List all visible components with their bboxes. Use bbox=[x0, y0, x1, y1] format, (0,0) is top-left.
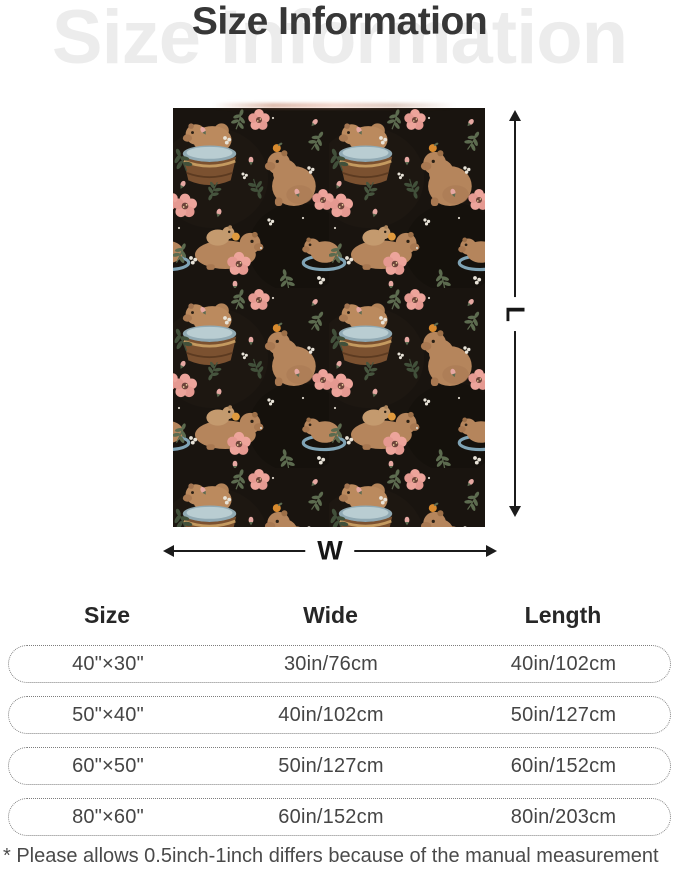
table-cell-length: 80in/203cm bbox=[510, 805, 617, 828]
width-arrow: W bbox=[163, 537, 497, 565]
table-cell-wide: 30in/76cm bbox=[283, 652, 379, 675]
arrow-left-icon bbox=[163, 545, 174, 557]
arrow-down-icon bbox=[508, 506, 521, 517]
blanket-product-image bbox=[173, 108, 485, 527]
page-title: Size Information bbox=[191, 0, 488, 43]
table-cell-length: 60in/152cm bbox=[510, 754, 617, 777]
measurement-disclaimer: * Please allows 0.5inch-1inch differs be… bbox=[3, 845, 659, 867]
table-cell-size: 60"×50" bbox=[72, 754, 144, 777]
table-cell-length: 50in/127cm bbox=[510, 703, 617, 726]
table-cell-wide: 60in/152cm bbox=[278, 805, 384, 828]
table-cell-wide: 40in/102cm bbox=[278, 703, 384, 726]
length-label: L bbox=[500, 296, 530, 331]
column-header-size: Size bbox=[83, 602, 131, 628]
table-row: 40"×30" 30in/76cm 40in/102cm bbox=[8, 645, 671, 683]
size-table-header-row: Size Wide Length bbox=[0, 602, 679, 629]
table-row: 80"×60" 60in/152cm 80in/203cm bbox=[8, 798, 671, 836]
table-row: 60"×50" 50in/127cm 60in/152cm bbox=[8, 747, 671, 785]
table-cell-size: 80"×60" bbox=[72, 805, 144, 828]
arrow-up-icon bbox=[508, 110, 521, 121]
width-label: W bbox=[305, 537, 355, 565]
size-table: 40"×30" 30in/76cm 40in/102cm 50"×40" 40i… bbox=[8, 645, 671, 849]
header: Size Information Size Information bbox=[0, 0, 679, 92]
table-cell-length: 40in/102cm bbox=[510, 652, 617, 675]
table-row: 50"×40" 40in/102cm 50in/127cm bbox=[8, 696, 671, 734]
table-cell-size: 50"×40" bbox=[72, 703, 144, 726]
column-header-wide: Wide bbox=[303, 602, 358, 628]
capybara-pattern-image bbox=[173, 108, 485, 527]
column-header-length: Length bbox=[524, 602, 602, 628]
length-arrow: L bbox=[500, 110, 530, 517]
table-cell-wide: 50in/127cm bbox=[278, 754, 384, 777]
table-cell-size: 40"×30" bbox=[72, 652, 144, 675]
arrow-right-icon bbox=[486, 545, 497, 557]
watermark-text: Size Information bbox=[51, 0, 628, 80]
